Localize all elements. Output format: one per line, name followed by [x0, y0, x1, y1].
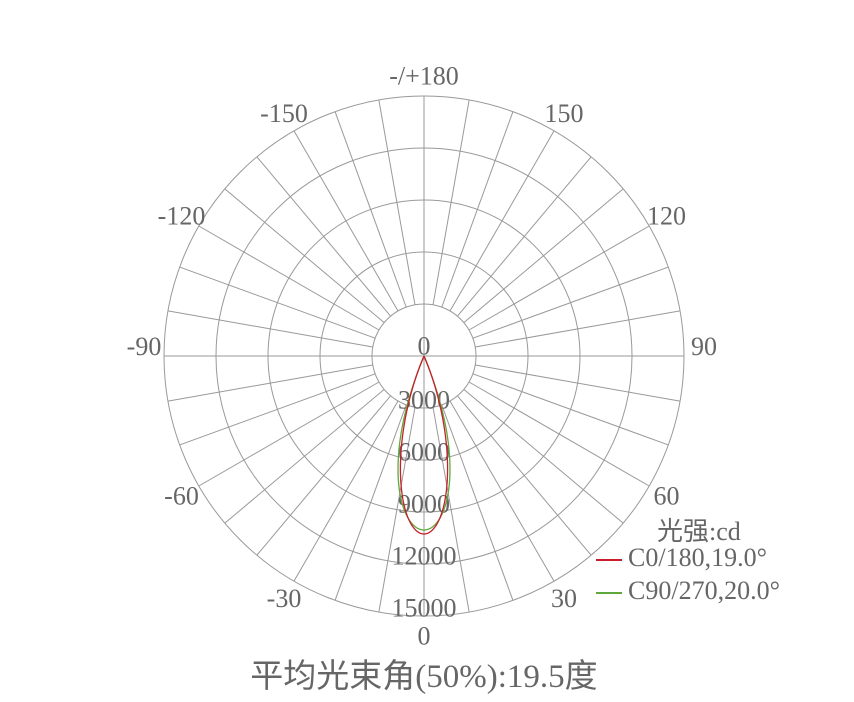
- svg-text:-150: -150: [260, 99, 308, 128]
- svg-text:60: 60: [653, 482, 679, 511]
- svg-text:12000: 12000: [392, 542, 457, 571]
- svg-text:30: 30: [551, 584, 577, 613]
- svg-text:15000: 15000: [392, 594, 457, 623]
- svg-text:6000: 6000: [398, 438, 450, 467]
- svg-text:120: 120: [647, 202, 686, 231]
- svg-text:平均光束角(50%):19.5度: 平均光束角(50%):19.5度: [250, 658, 597, 695]
- svg-text:C90/270,20.0°: C90/270,20.0°: [628, 576, 780, 605]
- svg-text:-60: -60: [164, 482, 199, 511]
- svg-text:150: 150: [545, 99, 584, 128]
- svg-text:-/+180: -/+180: [389, 62, 459, 91]
- svg-text:-90: -90: [127, 332, 162, 361]
- svg-text:-120: -120: [158, 202, 206, 231]
- svg-text:-30: -30: [267, 584, 302, 613]
- svg-text:C0/180,19.0°: C0/180,19.0°: [628, 543, 767, 572]
- svg-text:0: 0: [418, 622, 431, 651]
- svg-text:90: 90: [691, 332, 717, 361]
- svg-text:光强:cd: 光强:cd: [657, 517, 741, 546]
